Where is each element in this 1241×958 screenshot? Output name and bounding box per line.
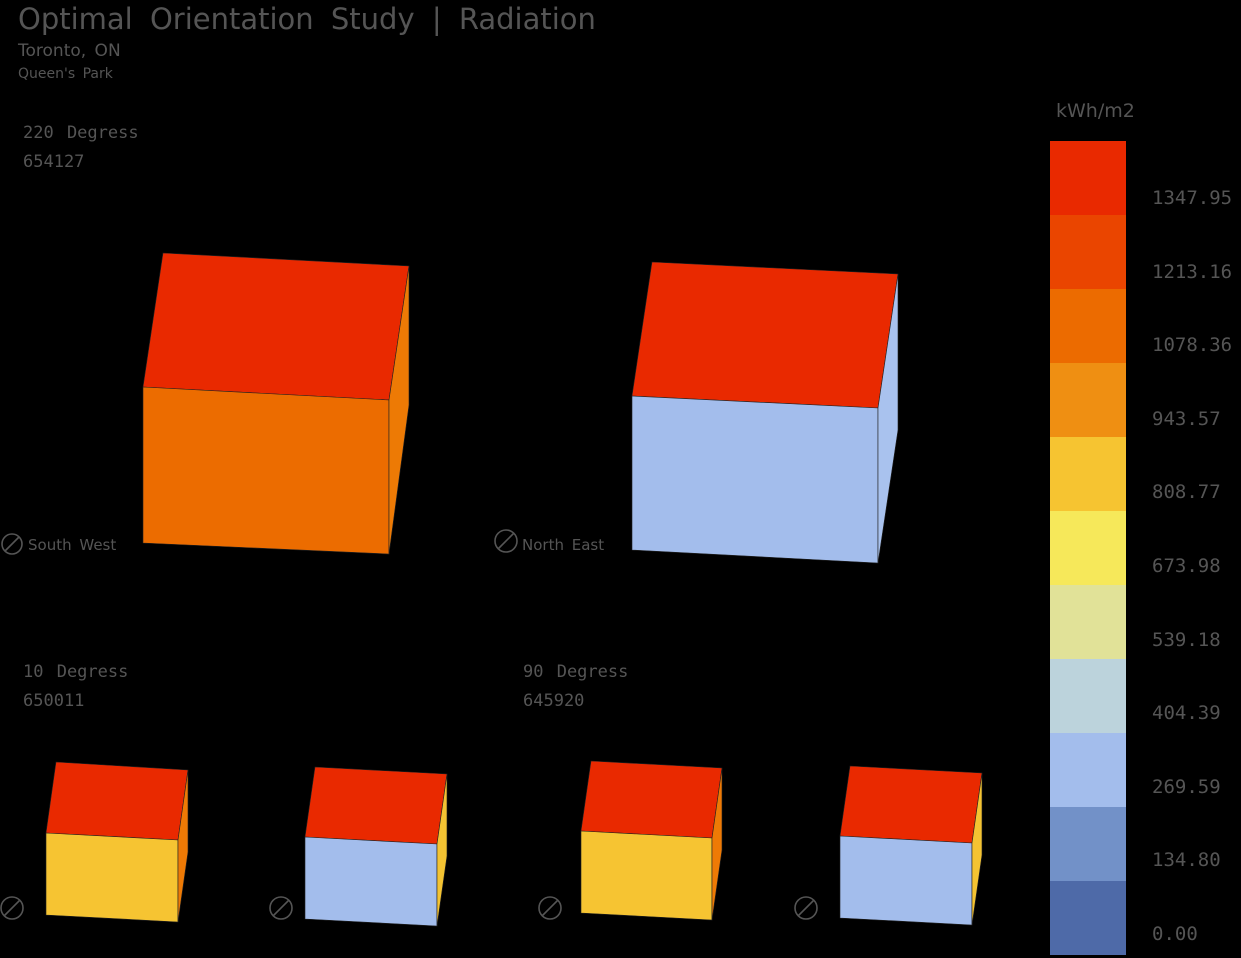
legend-band	[1050, 363, 1126, 437]
legend-tick-label: 673.98	[1152, 555, 1221, 577]
cube-side-face	[388, 265, 410, 555]
study-220-rotation: 220 Degress	[23, 123, 139, 143]
legend-tick-label: 0.00	[1152, 923, 1198, 945]
cube-front-face	[304, 836, 438, 927]
location-site: Queen's Park	[18, 66, 113, 82]
legend-band	[1050, 511, 1126, 585]
legend-tick-label: 404.39	[1152, 702, 1221, 725]
legend-tick-label: 943.57	[1152, 407, 1221, 430]
legend-band	[1050, 141, 1126, 215]
cube-front-face	[631, 395, 879, 564]
legend-tick-label: 134.80	[1152, 849, 1221, 872]
direction-south-west-label: South West	[28, 536, 117, 554]
legend-tick-label: 269.59	[1152, 775, 1221, 798]
legend-tick-label: 1213.16	[1152, 260, 1233, 283]
cube-front-face	[839, 835, 973, 926]
legend-band	[1050, 807, 1126, 881]
cube-top-face	[580, 760, 723, 839]
direction-north-east-label: North East	[522, 536, 605, 554]
study-90-rotation: 90 Degress	[523, 662, 629, 682]
legend-band	[1050, 585, 1126, 659]
legend-band	[1050, 289, 1126, 363]
legend-unit: kWh/m2	[1056, 100, 1135, 122]
legend-band	[1050, 659, 1126, 733]
cube-top-face	[839, 765, 983, 844]
legend-tick-label: 539.18	[1152, 628, 1221, 651]
cube-large-south-west	[142, 252, 410, 555]
legend-band	[1050, 881, 1126, 955]
cube-top-face	[142, 252, 410, 401]
legend-tick-label: 1078.36	[1152, 334, 1233, 357]
compass-icon	[0, 896, 24, 920]
cube-small-10-b	[304, 766, 448, 927]
cube-small-10-a	[45, 761, 189, 923]
cube-front-face	[45, 832, 179, 923]
legend-color-scale	[1050, 141, 1126, 955]
cube-side-face	[877, 273, 899, 564]
page-title: Optimal Orientation Study | Radiation	[18, 2, 596, 36]
compass-icon	[494, 529, 518, 553]
cube-side-face	[711, 767, 723, 921]
compass-icon	[794, 896, 818, 920]
study-220-value: 654127	[23, 152, 85, 172]
cube-front-face	[142, 386, 390, 555]
cube-top-face	[631, 261, 899, 409]
study-10-value: 650011	[23, 691, 85, 711]
legend-band	[1050, 437, 1126, 511]
cube-top-face	[45, 761, 189, 841]
legend-band	[1050, 215, 1126, 289]
cube-side-face	[436, 773, 448, 927]
cube-large-north-east	[631, 261, 899, 564]
study-90-value: 645920	[523, 691, 585, 711]
location-city: Toronto, ON	[18, 41, 121, 61]
cube-small-90-b	[839, 765, 983, 926]
legend-tick-label: 808.77	[1152, 481, 1221, 504]
cube-front-face	[580, 830, 713, 921]
compass-icon	[269, 896, 293, 920]
legend-tick-label: 1347.95	[1152, 187, 1233, 209]
study-10-rotation: 10 Degress	[23, 662, 129, 682]
cube-side-face	[177, 769, 189, 923]
legend-band	[1050, 733, 1126, 807]
compass-icon	[538, 896, 562, 920]
cube-side-face	[971, 772, 983, 926]
compass-icon	[1, 533, 23, 555]
cube-small-90-a	[580, 760, 723, 921]
cube-top-face	[304, 766, 448, 845]
